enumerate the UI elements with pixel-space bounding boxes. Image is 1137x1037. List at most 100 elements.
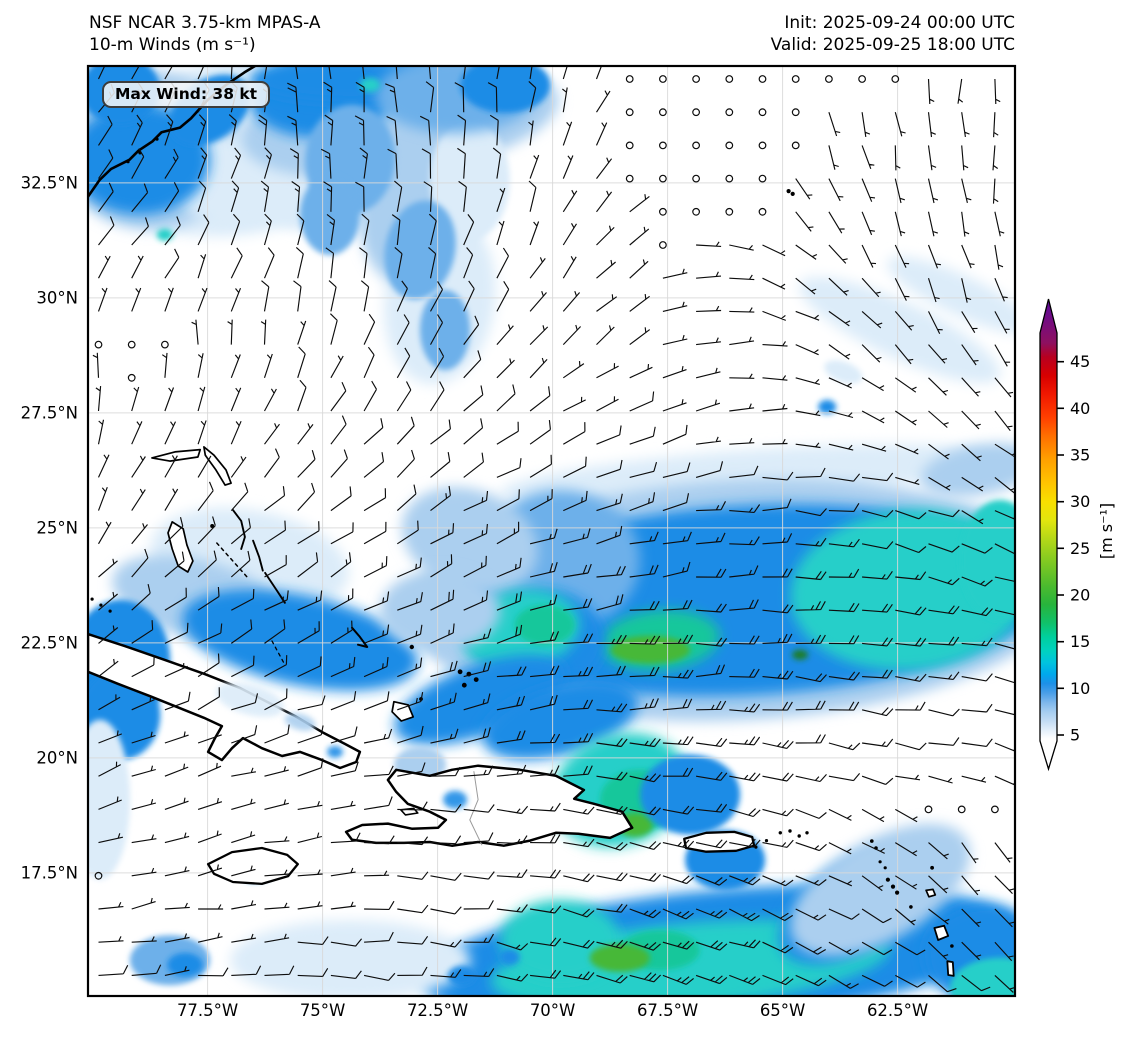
coastline-guadeloupe bbox=[933, 924, 950, 941]
island-turks-caicos bbox=[457, 669, 463, 675]
y-tick-label: 27.5°N bbox=[21, 403, 78, 422]
calm-wind-circle bbox=[94, 340, 103, 349]
max-wind-badge: Max Wind: 38 kt bbox=[102, 81, 271, 108]
calm-wind-circle bbox=[758, 141, 767, 150]
wind-speed-region bbox=[167, 952, 204, 977]
colorbar-axis-label: [m s⁻¹] bbox=[1097, 503, 1116, 559]
map-frame bbox=[86, 64, 1017, 998]
coastline-long-island-bahamas bbox=[264, 571, 286, 604]
island-us-coast-islets bbox=[155, 137, 159, 141]
island-st-kitts-nevis bbox=[885, 877, 891, 882]
calm-wind-circle bbox=[725, 207, 734, 216]
island-vieques-culebra bbox=[764, 839, 769, 843]
calm-wind-circle bbox=[160, 340, 169, 349]
wind-speed-region bbox=[429, 120, 510, 241]
wind-speed-region bbox=[379, 570, 500, 651]
wind-speed-region bbox=[300, 175, 360, 255]
latitude-axis-labels: 32.5°N 30°N 27.5°N 25°N 22.5°N 20°N 17.5°N bbox=[21, 173, 78, 882]
x-tick-label: 75°W bbox=[300, 1001, 346, 1020]
x-tick-label: 65°W bbox=[760, 1001, 806, 1020]
island-saba-st-eustatius bbox=[883, 866, 887, 870]
calm-wind-circle bbox=[692, 108, 700, 117]
calm-wind-circle bbox=[825, 75, 833, 83]
wind-speed-region bbox=[499, 949, 520, 965]
colorbar-gradient-bar bbox=[1039, 298, 1058, 772]
coastline-crooked-acklins bbox=[351, 626, 369, 648]
wind-speed-region bbox=[156, 228, 173, 241]
wind-speed-region bbox=[88, 719, 130, 880]
colorbar-tick-label: 25 bbox=[1070, 539, 1090, 558]
colorbar-tick-label: 5 bbox=[1070, 726, 1080, 745]
wind-speed-region bbox=[640, 754, 741, 835]
wind-speed-region bbox=[401, 487, 538, 593]
calm-wind-circle bbox=[692, 75, 700, 83]
coastline-puerto-rico bbox=[683, 830, 756, 853]
overland-wind-region bbox=[443, 790, 468, 809]
island-turks-caicos bbox=[461, 682, 467, 688]
y-tick-label: 25°N bbox=[36, 518, 78, 537]
calm-wind-circle bbox=[692, 174, 700, 183]
coastline-ragged-cays bbox=[271, 640, 286, 666]
x-tick-label: 77.5°W bbox=[177, 1001, 238, 1020]
calm-wind-circle bbox=[659, 75, 667, 83]
coastline-cat-island bbox=[252, 539, 264, 572]
island-st-kitts-nevis bbox=[890, 884, 896, 889]
longitude-axis-labels: 77.5°W 75°W 72.5°W 70°W 67.5°W 65°W 62.5°W bbox=[177, 1001, 928, 1020]
run-times: Init: 2025-09-24 00:00 UTC Valid: 2025-0… bbox=[771, 12, 1015, 56]
overland-wind-region bbox=[284, 713, 316, 731]
calm-wind-circle bbox=[791, 75, 800, 83]
calm-wind-circle bbox=[625, 75, 634, 83]
coastline-haiti-dr-border bbox=[469, 771, 483, 846]
colorbar-tick-label: 40 bbox=[1070, 399, 1090, 418]
calm-wind-circle bbox=[924, 805, 933, 814]
calm-wind-circle bbox=[692, 207, 700, 216]
island-cay-sal-bank bbox=[99, 603, 103, 607]
y-tick-label: 20°N bbox=[36, 748, 78, 767]
calm-wind-circle bbox=[725, 141, 734, 150]
wind-speed-region bbox=[514, 604, 575, 645]
calm-wind-circle bbox=[94, 871, 103, 880]
island-us-coast-islets bbox=[126, 160, 130, 164]
colorbar-ticks: 5 10 15 20 25 30 35 40 45 bbox=[1057, 352, 1090, 745]
y-tick-label: 17.5°N bbox=[21, 863, 78, 882]
wind-speed-region bbox=[182, 589, 418, 691]
wind-speed-region bbox=[420, 290, 470, 370]
colorbar-tick-label: 15 bbox=[1070, 632, 1090, 651]
wind-speed-region bbox=[460, 66, 551, 113]
colorbar-tick-label: 45 bbox=[1070, 352, 1090, 371]
colorbar-tick-label: 10 bbox=[1070, 679, 1090, 698]
colorbar-tick-label: 35 bbox=[1070, 446, 1090, 465]
calm-wind-circle bbox=[625, 174, 634, 183]
x-tick-label: 72.5°W bbox=[407, 1001, 468, 1020]
island-cay-sal-bank bbox=[90, 597, 94, 601]
wind-speed-region bbox=[818, 399, 837, 414]
wind-speed-region bbox=[610, 635, 691, 664]
island-cay-sal-bank bbox=[108, 609, 112, 613]
island-mayaguana bbox=[409, 644, 414, 650]
calm-wind-circle bbox=[725, 108, 734, 117]
calm-wind-circle bbox=[758, 174, 767, 183]
calm-wind-circle bbox=[791, 108, 800, 117]
wind-speed-region bbox=[824, 360, 863, 384]
wind-speed-region bbox=[950, 957, 1015, 996]
calm-wind-circle bbox=[791, 141, 800, 150]
figure-title: NSF NCAR 3.75-km MPAS-A 10-m Winds (m s⁻… bbox=[89, 12, 321, 56]
wind-speed-region bbox=[589, 943, 650, 972]
calm-wind-circle bbox=[659, 108, 667, 117]
island-montserrat bbox=[909, 905, 913, 909]
calm-wind-circle bbox=[625, 141, 634, 150]
x-tick-label: 70°W bbox=[530, 1001, 576, 1020]
init-time: Init: 2025-09-24 00:00 UTC bbox=[784, 13, 1015, 33]
calm-wind-circle bbox=[659, 174, 667, 183]
overland-wind-region bbox=[327, 745, 343, 758]
coastline-dominica bbox=[946, 960, 955, 977]
title-line2: 10-m Winds (m s⁻¹) bbox=[89, 35, 256, 55]
island-st-kitts-nevis bbox=[895, 890, 900, 895]
calm-wind-circle bbox=[692, 141, 700, 150]
calm-wind-circle bbox=[659, 141, 667, 150]
island-saba-st-eustatius bbox=[878, 860, 882, 864]
island-bermuda bbox=[790, 191, 795, 196]
island-virgin-islands bbox=[778, 831, 782, 835]
island-marie-galante bbox=[950, 944, 954, 948]
calm-wind-circle bbox=[127, 373, 136, 382]
